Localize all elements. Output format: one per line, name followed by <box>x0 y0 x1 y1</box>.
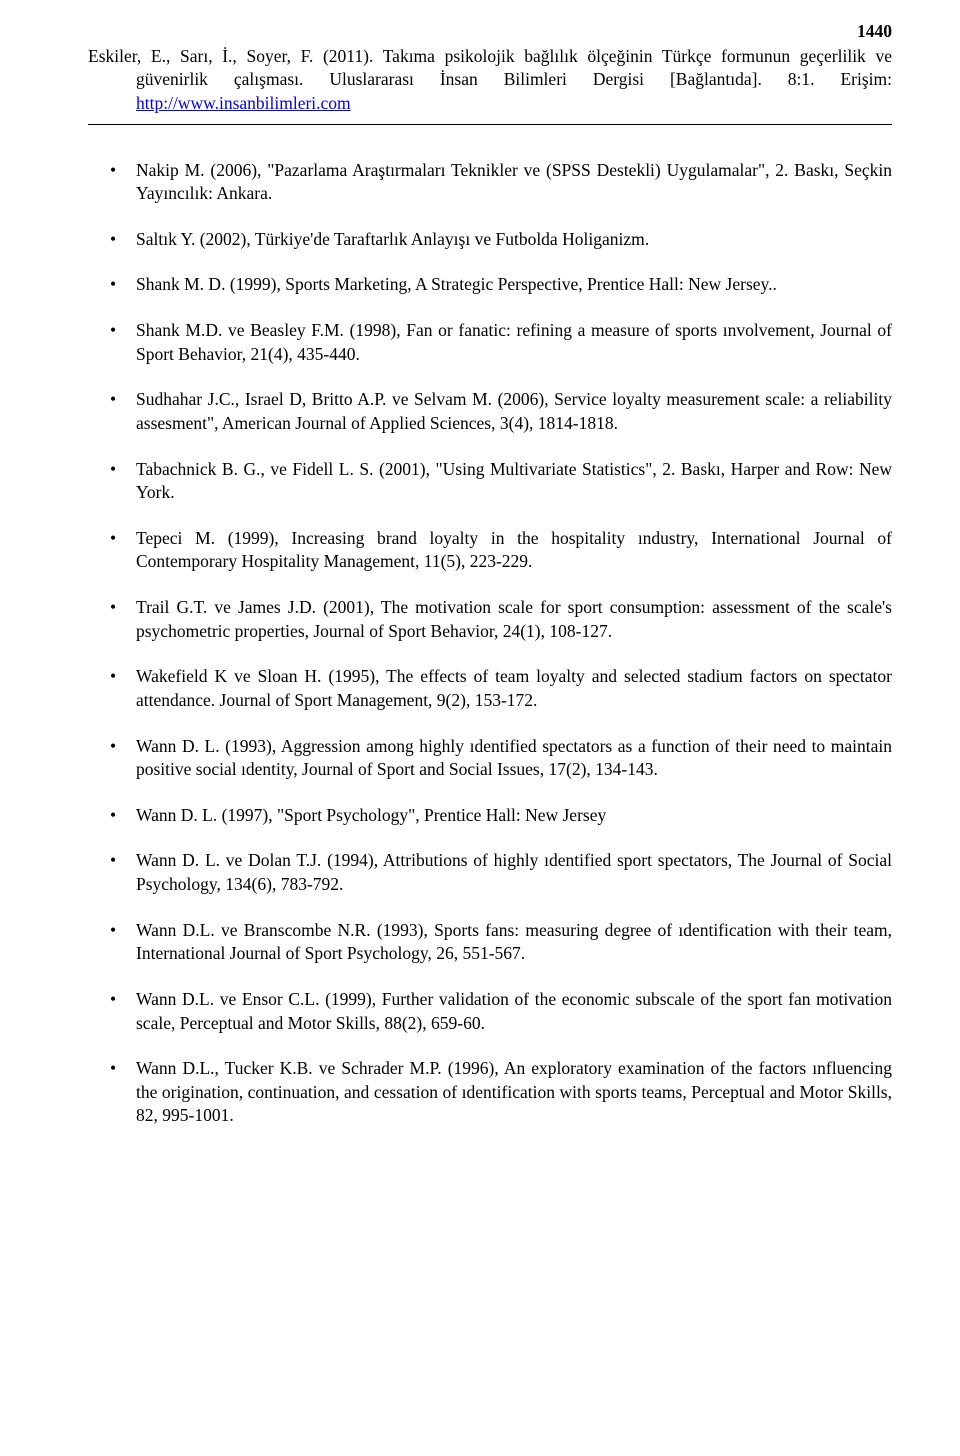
reference-item: Trail G.T. ve James J.D. (2001), The mot… <box>110 596 892 643</box>
reference-item: Wann D. L. ve Dolan T.J. (1994), Attribu… <box>110 849 892 896</box>
reference-item: Sudhahar J.C., Israel D, Britto A.P. ve … <box>110 388 892 435</box>
reference-item: Wann D. L. (1997), "Sport Psychology", P… <box>110 804 892 828</box>
reference-item: Shank M. D. (1999), Sports Marketing, A … <box>110 273 892 297</box>
reference-item: Wann D.L. ve Ensor C.L. (1999), Further … <box>110 988 892 1035</box>
header-citation: Eskiler, E., Sarı, İ., Soyer, F. (2011).… <box>88 45 892 116</box>
header-link-wrap: http://www.insanbilimleri.com <box>136 92 892 116</box>
reference-list: Nakip M. (2006), "Pazarlama Araştırmalar… <box>88 159 892 1129</box>
reference-item: Wakefield K ve Sloan H. (1995), The effe… <box>110 665 892 712</box>
reference-item: Nakip M. (2006), "Pazarlama Araştırmalar… <box>110 159 892 206</box>
header-line-2: güvenirlik çalışması. Uluslararası İnsan… <box>136 68 892 92</box>
reference-item: Tabachnick B. G., ve Fidell L. S. (2001)… <box>110 458 892 505</box>
reference-item: Wann D. L. (1993), Aggression among high… <box>110 735 892 782</box>
header-divider <box>88 124 892 125</box>
reference-item: Saltık Y. (2002), Türkiye'de Taraftarlık… <box>110 228 892 252</box>
reference-item: Shank M.D. ve Beasley F.M. (1998), Fan o… <box>110 319 892 366</box>
reference-item: Tepeci M. (1999), Increasing brand loyal… <box>110 527 892 574</box>
page-number: 1440 <box>88 20 892 44</box>
reference-item: Wann D.L., Tucker K.B. ve Schrader M.P. … <box>110 1057 892 1128</box>
header-line-1: Eskiler, E., Sarı, İ., Soyer, F. (2011).… <box>88 46 892 66</box>
reference-item: Wann D.L. ve Branscombe N.R. (1993), Spo… <box>110 919 892 966</box>
header-link[interactable]: http://www.insanbilimleri.com <box>136 93 351 113</box>
